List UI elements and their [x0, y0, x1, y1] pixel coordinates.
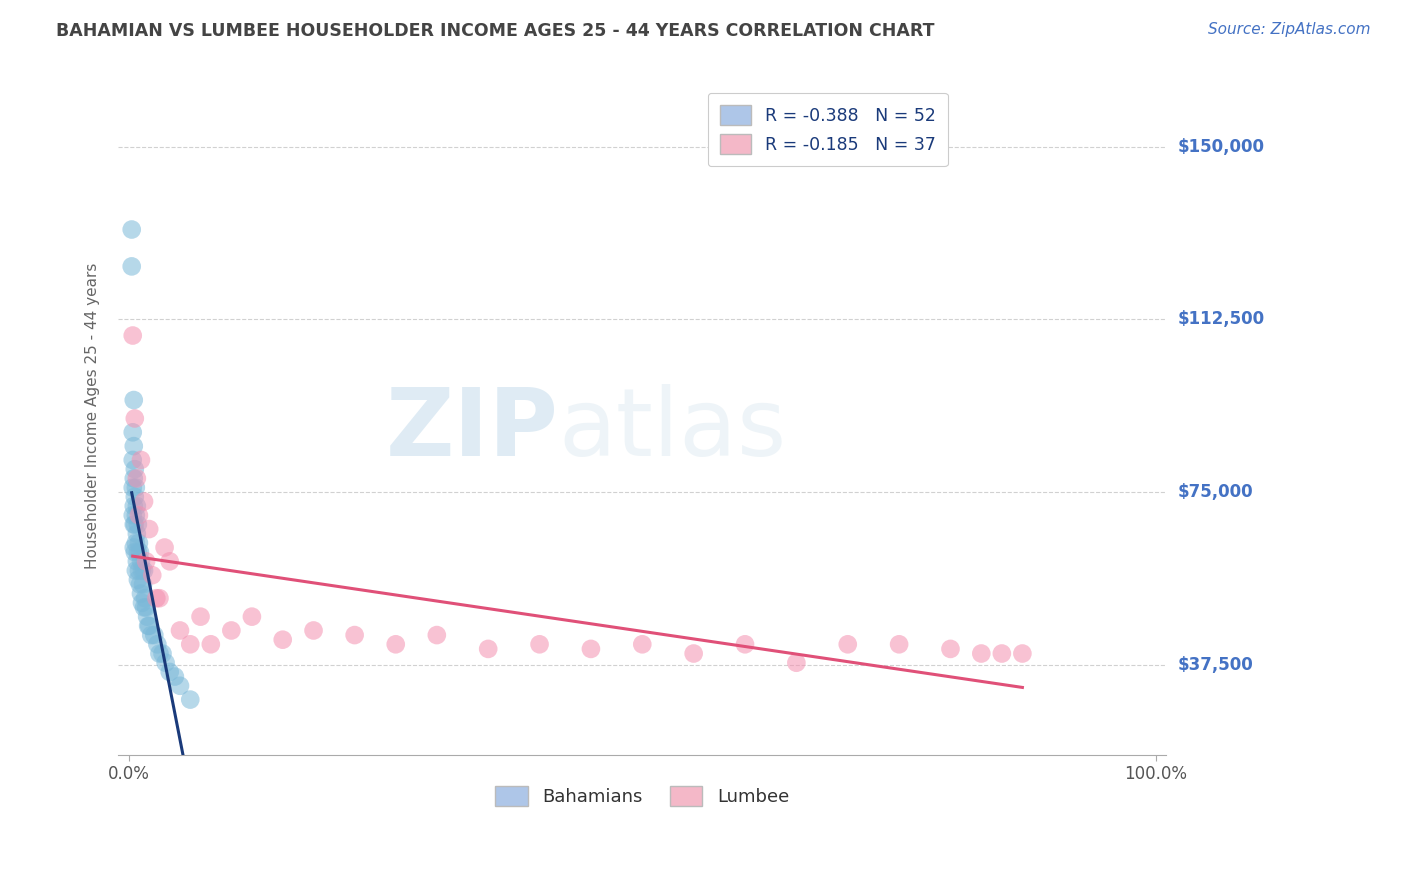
Point [127, 517, 149, 532]
Point [127, 545, 149, 559]
Point [179, 692, 201, 706]
Point [477, 641, 499, 656]
Point [129, 554, 152, 568]
Point [125, 508, 148, 523]
Text: Source: ZipAtlas.com: Source: ZipAtlas.com [1208, 22, 1371, 37]
Point [240, 609, 263, 624]
Point [125, 499, 148, 513]
Point [159, 665, 181, 679]
Point [426, 628, 449, 642]
Point [190, 609, 212, 624]
Text: $75,000: $75,000 [1177, 483, 1253, 501]
Point [141, 568, 163, 582]
Point [129, 586, 152, 600]
Point [128, 508, 150, 523]
Point [122, 471, 145, 485]
Text: $37,500: $37,500 [1177, 656, 1253, 674]
Point [132, 600, 155, 615]
Point [939, 641, 962, 656]
Point [384, 637, 406, 651]
Point [125, 536, 148, 550]
Point [135, 554, 157, 568]
Point [734, 637, 756, 651]
Point [169, 624, 191, 638]
Point [122, 541, 145, 555]
Point [124, 490, 146, 504]
Point [169, 679, 191, 693]
Point [124, 462, 146, 476]
Point [970, 647, 993, 661]
Point [155, 656, 177, 670]
Y-axis label: Householder Income Ages 25 - 44 years: Householder Income Ages 25 - 44 years [86, 263, 100, 569]
Point [132, 577, 155, 591]
Point [631, 637, 654, 651]
Point [138, 522, 160, 536]
Point [343, 628, 366, 642]
Point [529, 637, 551, 651]
Point [121, 328, 143, 343]
Point [121, 260, 143, 274]
Text: ZIP: ZIP [385, 384, 558, 475]
Point [145, 591, 167, 606]
Point [129, 545, 152, 559]
Point [129, 577, 152, 591]
Point [221, 624, 243, 638]
Point [136, 619, 159, 633]
Point [122, 392, 145, 407]
Point [127, 573, 149, 587]
Point [1011, 647, 1033, 661]
Point [136, 609, 159, 624]
Point [887, 637, 910, 651]
Point [122, 517, 145, 532]
Point [131, 596, 153, 610]
Point [122, 499, 145, 513]
Text: $150,000: $150,000 [1177, 137, 1264, 155]
Point [143, 628, 166, 642]
Text: $112,500: $112,500 [1177, 310, 1264, 328]
Point [837, 637, 859, 651]
Point [128, 564, 150, 578]
Point [148, 591, 170, 606]
Point [132, 494, 155, 508]
Text: atlas: atlas [558, 384, 787, 475]
Point [124, 411, 146, 425]
Point [129, 453, 152, 467]
Point [146, 637, 169, 651]
Legend: Bahamians, Lumbee: Bahamians, Lumbee [488, 779, 796, 814]
Point [152, 647, 174, 661]
Point [141, 628, 163, 642]
Point [121, 222, 143, 236]
Point [138, 619, 160, 633]
Point [121, 425, 143, 440]
Point [302, 624, 325, 638]
Point [200, 637, 222, 651]
Point [124, 517, 146, 532]
Point [148, 647, 170, 661]
Point [125, 481, 148, 495]
Point [121, 453, 143, 467]
Point [131, 564, 153, 578]
Point [785, 656, 807, 670]
Point [121, 508, 143, 523]
Point [179, 637, 201, 651]
Point [153, 541, 176, 555]
Point [125, 554, 148, 568]
Point [122, 439, 145, 453]
Point [132, 564, 155, 578]
Point [121, 481, 143, 495]
Point [991, 647, 1014, 661]
Point [125, 526, 148, 541]
Text: BAHAMIAN VS LUMBEE HOUSEHOLDER INCOME AGES 25 - 44 YEARS CORRELATION CHART: BAHAMIAN VS LUMBEE HOUSEHOLDER INCOME AG… [56, 22, 935, 40]
Point [682, 647, 704, 661]
Point [271, 632, 294, 647]
Point [135, 600, 157, 615]
Point [125, 564, 148, 578]
Point [134, 591, 156, 606]
Point [124, 545, 146, 559]
Point [163, 669, 186, 683]
Point [125, 471, 148, 485]
Point [579, 641, 602, 656]
Point [159, 554, 181, 568]
Point [128, 536, 150, 550]
